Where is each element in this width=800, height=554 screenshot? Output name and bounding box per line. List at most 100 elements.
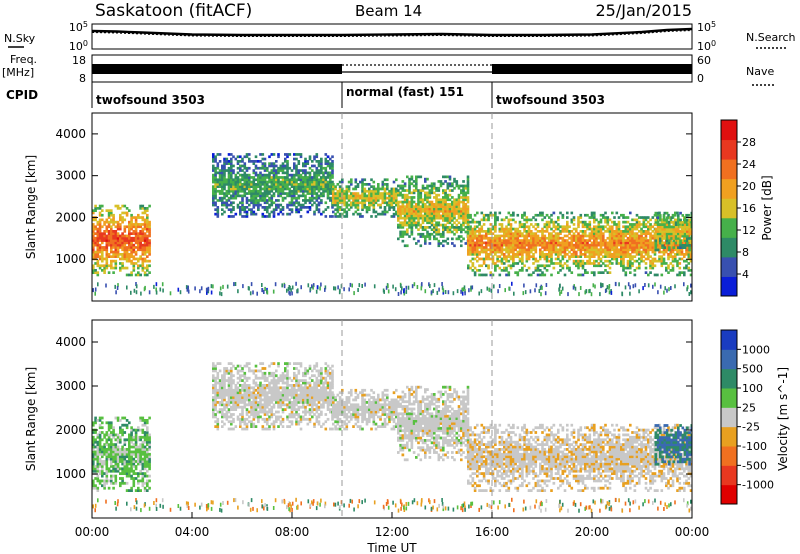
- power-cell: [101, 246, 104, 249]
- power-cell: [543, 255, 547, 258]
- power-cell: [295, 180, 298, 184]
- power-cell: [112, 220, 115, 224]
- power-cell: [482, 248, 486, 252]
- power-cell: [239, 206, 242, 209]
- power-cell: [279, 208, 283, 211]
- power-cell: [554, 262, 558, 265]
- power-cell: [336, 196, 340, 200]
- power-cell: [433, 191, 436, 195]
- power-cell: [148, 234, 151, 238]
- power-cell: [216, 208, 220, 211]
- power-cell: [683, 232, 687, 236]
- power-cell: [500, 234, 504, 238]
- power-cell: [498, 248, 502, 252]
- power-cell: [604, 241, 607, 245]
- power-cell: [661, 225, 664, 229]
- power-cell: [471, 234, 475, 238]
- velocity-cell: [116, 440, 120, 444]
- velocity-cell: [98, 443, 102, 446]
- power-cell: [313, 171, 316, 175]
- power-cell: [322, 189, 325, 193]
- power-cell: [604, 220, 607, 224]
- power-cell: [586, 225, 589, 229]
- power-cell: [286, 169, 289, 172]
- power-cell: [408, 182, 411, 186]
- velocity-cell: [128, 457, 131, 461]
- power-cell: [545, 259, 549, 263]
- velocity-cell: [103, 460, 106, 463]
- power-cell: [489, 223, 493, 226]
- power-cell: [442, 235, 445, 238]
- velocity-cell: [110, 421, 113, 425]
- power-cell: [593, 246, 596, 249]
- power-cell: [668, 223, 671, 226]
- power-cell: [489, 213, 493, 217]
- power-cell: [263, 206, 267, 209]
- power-cell: [686, 227, 689, 231]
- power-cell: [455, 198, 459, 202]
- power-cell: [299, 194, 303, 198]
- power-cell: [597, 227, 601, 231]
- power-cell: [597, 250, 601, 254]
- power-cell: [507, 234, 511, 238]
- power-cell: [304, 196, 307, 200]
- power-cell: [297, 162, 301, 165]
- power-cell: [420, 286, 423, 291]
- power-cell: [579, 250, 583, 254]
- power-cell: [615, 239, 619, 242]
- power-cell: [518, 243, 522, 247]
- power-cell: [656, 259, 659, 263]
- power-cell: [212, 178, 215, 182]
- power-cell: [322, 173, 325, 177]
- power-cell: [671, 213, 675, 217]
- power-cell: [134, 223, 138, 226]
- power-cell: [505, 266, 508, 270]
- power-cell: [647, 248, 650, 252]
- power-cell: [647, 255, 650, 258]
- power-cell: [539, 241, 542, 245]
- power-cell: [317, 194, 321, 198]
- velocity-cell: [94, 457, 97, 461]
- power-cell: [96, 232, 100, 235]
- power-cell: [368, 192, 371, 195]
- power-cell: [317, 185, 321, 188]
- power-cell: [581, 236, 585, 240]
- power-cell: [112, 232, 115, 235]
- power-cell: [545, 230, 549, 233]
- power-cell: [487, 230, 490, 233]
- power-cell: [581, 262, 585, 265]
- power-cell: [527, 227, 531, 231]
- power-cell: [250, 210, 253, 214]
- power-cell: [107, 220, 111, 224]
- power-cell: [653, 264, 657, 268]
- power-cell: [441, 282, 443, 286]
- power-cell: [448, 203, 452, 206]
- power-cell: [662, 216, 666, 219]
- power-cell: [116, 227, 120, 231]
- power-cell: [326, 171, 330, 175]
- power-cell: [214, 208, 217, 211]
- power-cell: [329, 189, 332, 193]
- power-cell: [476, 230, 479, 233]
- power-cell: [403, 219, 407, 222]
- power-cell: [661, 232, 664, 236]
- velocity-cell: [123, 481, 127, 485]
- power-cell: [417, 223, 420, 227]
- power-cell: [467, 250, 470, 254]
- power-cell: [241, 173, 244, 177]
- power-cell: [683, 246, 687, 249]
- power-cell: [324, 171, 328, 175]
- power-cell: [622, 264, 625, 268]
- power-cell: [317, 203, 321, 207]
- velocity-cell: [98, 450, 102, 454]
- power-cell: [512, 262, 515, 265]
- power-cell: [550, 273, 553, 277]
- power-cell: [354, 178, 358, 182]
- power-cell: [589, 288, 591, 293]
- velocity-cell: [132, 435, 136, 439]
- power-cell: [139, 241, 142, 245]
- power-cell: [225, 162, 229, 165]
- velocity-cell: [110, 450, 113, 454]
- power-cell: [629, 227, 632, 231]
- power-cell: [460, 230, 463, 234]
